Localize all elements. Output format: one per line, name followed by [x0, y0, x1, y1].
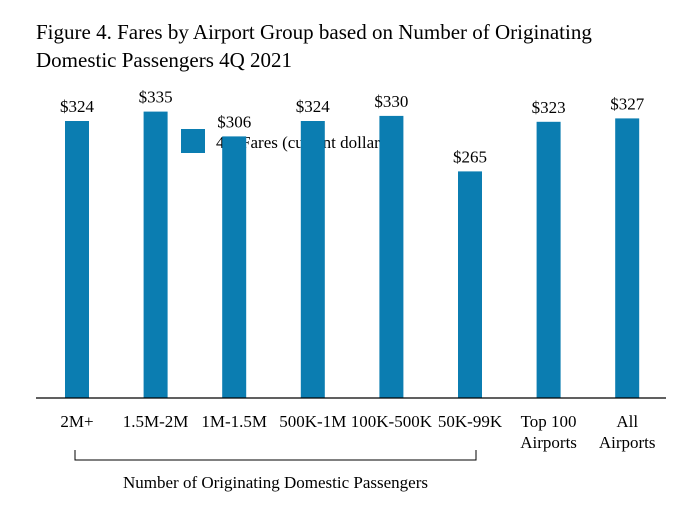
bars: [65, 111, 640, 399]
bar: [143, 111, 168, 398]
category-tick-label: All Airports: [599, 412, 656, 452]
legend: 4Q Fares (current dollars): [181, 129, 392, 153]
legend-swatch: [181, 129, 205, 153]
bar-value-label: $324: [60, 97, 95, 116]
bar-value-label: $324: [296, 97, 331, 116]
bar: [536, 121, 561, 399]
bar: [615, 118, 640, 399]
category-tick-label: 50K-99K: [438, 412, 503, 431]
bar-value-label: $327: [610, 94, 645, 113]
group-bracket-label: Number of Originating Domestic Passenger…: [123, 473, 428, 492]
bar: [300, 121, 325, 398]
bar-value-label: $335: [139, 88, 173, 107]
category-tick-label: 1.5M-2M: [123, 412, 189, 431]
bar: [379, 115, 404, 399]
category-tick-label: Top 100 Airports: [520, 412, 577, 452]
category-tick-label: 1M-1.5M: [201, 412, 267, 431]
chart-title: Figure 4. Fares by Airport Group based o…: [36, 20, 592, 72]
bar-value-label: $330: [374, 92, 408, 111]
value-labels: $324 $335 $306 $324 $330 $265 $323 $327: [60, 88, 645, 167]
category-labels: 2M+ 1.5M-2M 1M-1.5M 500K-1M 100K-500K 50K-99K…: [60, 412, 655, 452]
category-tick-label: 100K-500K: [351, 412, 433, 431]
bar: [458, 171, 482, 398]
bar-value-label: $265: [453, 147, 487, 166]
bar-value-label: $306: [217, 112, 251, 131]
bar: [65, 121, 89, 398]
category-tick-label: 2M+: [60, 412, 93, 431]
group-bracket: [74, 450, 477, 461]
bar: [222, 136, 247, 398]
bar-value-label: $323: [532, 98, 566, 117]
category-tick-label: 500K-1M: [279, 412, 346, 431]
